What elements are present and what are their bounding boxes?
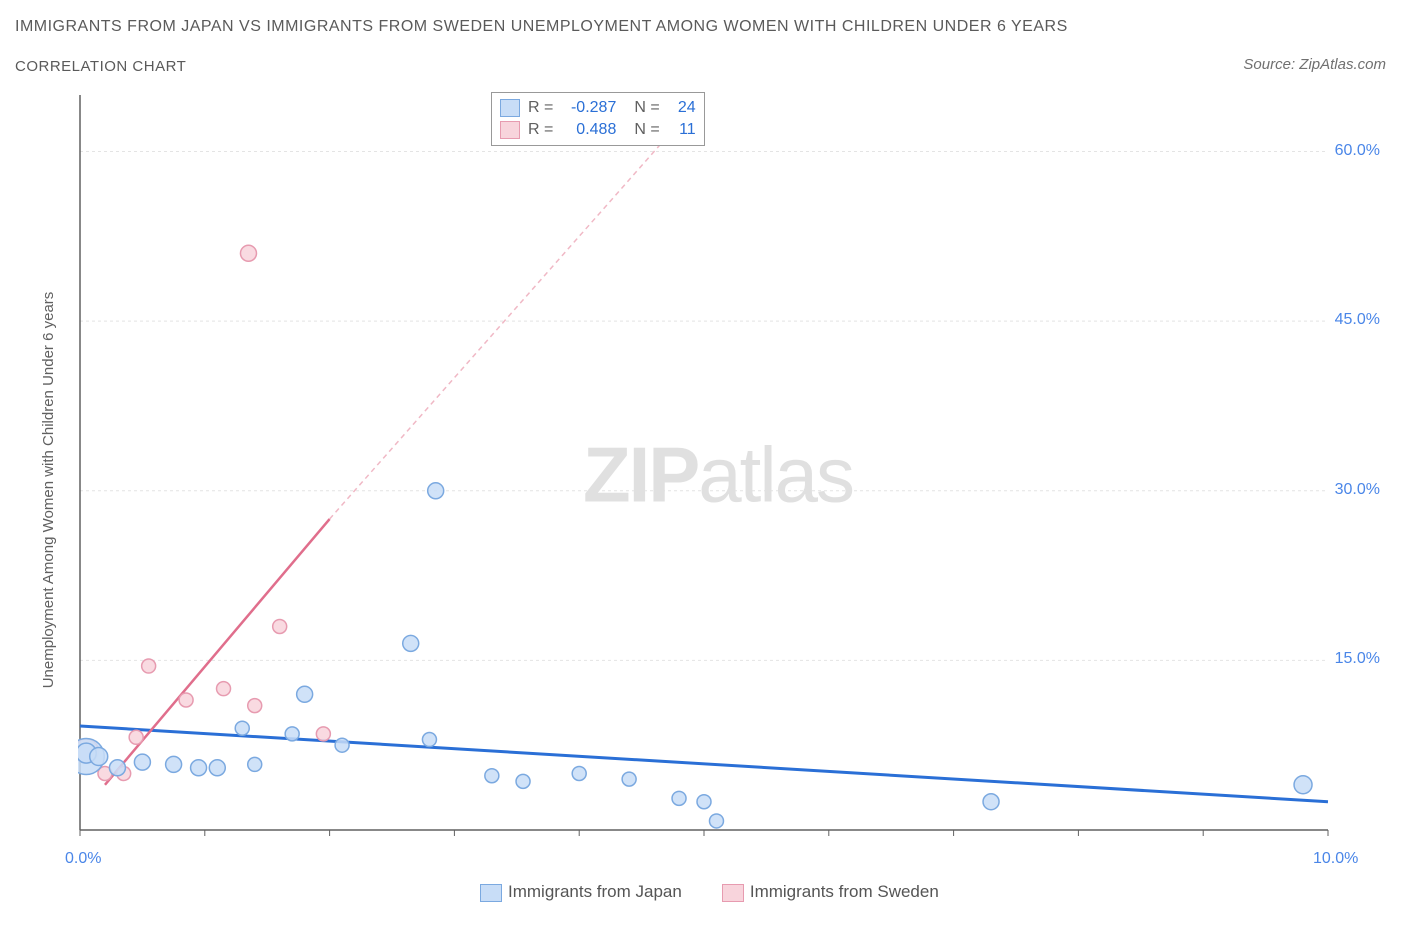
- series-legend-label: Immigrants from Sweden: [750, 882, 939, 901]
- legend-swatch: [500, 121, 520, 139]
- y-tick-label: 30.0%: [1335, 481, 1380, 499]
- legend-r-value: 0.488: [561, 119, 616, 141]
- legend-row: R = -0.287 N = 24: [500, 97, 696, 119]
- legend-swatch: [722, 884, 744, 902]
- x-tick-label: 10.0%: [1313, 850, 1358, 868]
- y-axis-label: Unemployment Among Women with Children U…: [40, 292, 57, 689]
- chart-title-line1: IMMIGRANTS FROM JAPAN VS IMMIGRANTS FROM…: [15, 18, 1068, 36]
- legend-r-label: R =: [528, 119, 553, 141]
- plot-area: ZIPatlas R =-0.287N =24R =0.488N =11: [78, 90, 1358, 860]
- source-name: ZipAtlas.com: [1299, 56, 1386, 73]
- y-tick-label: 60.0%: [1335, 142, 1380, 160]
- x-tick-label: 0.0%: [65, 850, 101, 868]
- legend-swatch: [480, 884, 502, 902]
- y-tick-label: 15.0%: [1335, 650, 1380, 668]
- source-prefix: Source:: [1243, 56, 1299, 73]
- legend-n-label: N =: [634, 119, 659, 141]
- series-legend-item: Immigrants from Japan: [480, 882, 682, 902]
- legend-r-label: R =: [528, 97, 553, 119]
- series-legend-item: Immigrants from Sweden: [722, 882, 939, 902]
- source-attribution: Source: ZipAtlas.com: [1243, 56, 1386, 73]
- chart-container: Unemployment Among Women with Children U…: [50, 90, 1390, 900]
- legend-row: R = 0.488 N = 11: [500, 119, 696, 141]
- series-legend-label: Immigrants from Japan: [508, 882, 682, 901]
- legend-n-value: 24: [668, 97, 696, 119]
- scatter-plot-svg: [78, 90, 1358, 860]
- correlation-legend: R = -0.287 N = 24 R = 0.488 N = 11: [491, 92, 705, 146]
- legend-r-value: -0.287: [561, 97, 616, 119]
- legend-n-label: N =: [634, 97, 659, 119]
- y-tick-label: 45.0%: [1335, 311, 1380, 329]
- legend-swatch: [500, 99, 520, 117]
- legend-n-value: 11: [668, 119, 696, 141]
- series-legend: Immigrants from Japan Immigrants from Swe…: [480, 882, 939, 902]
- chart-title-line2: CORRELATION CHART: [15, 58, 186, 75]
